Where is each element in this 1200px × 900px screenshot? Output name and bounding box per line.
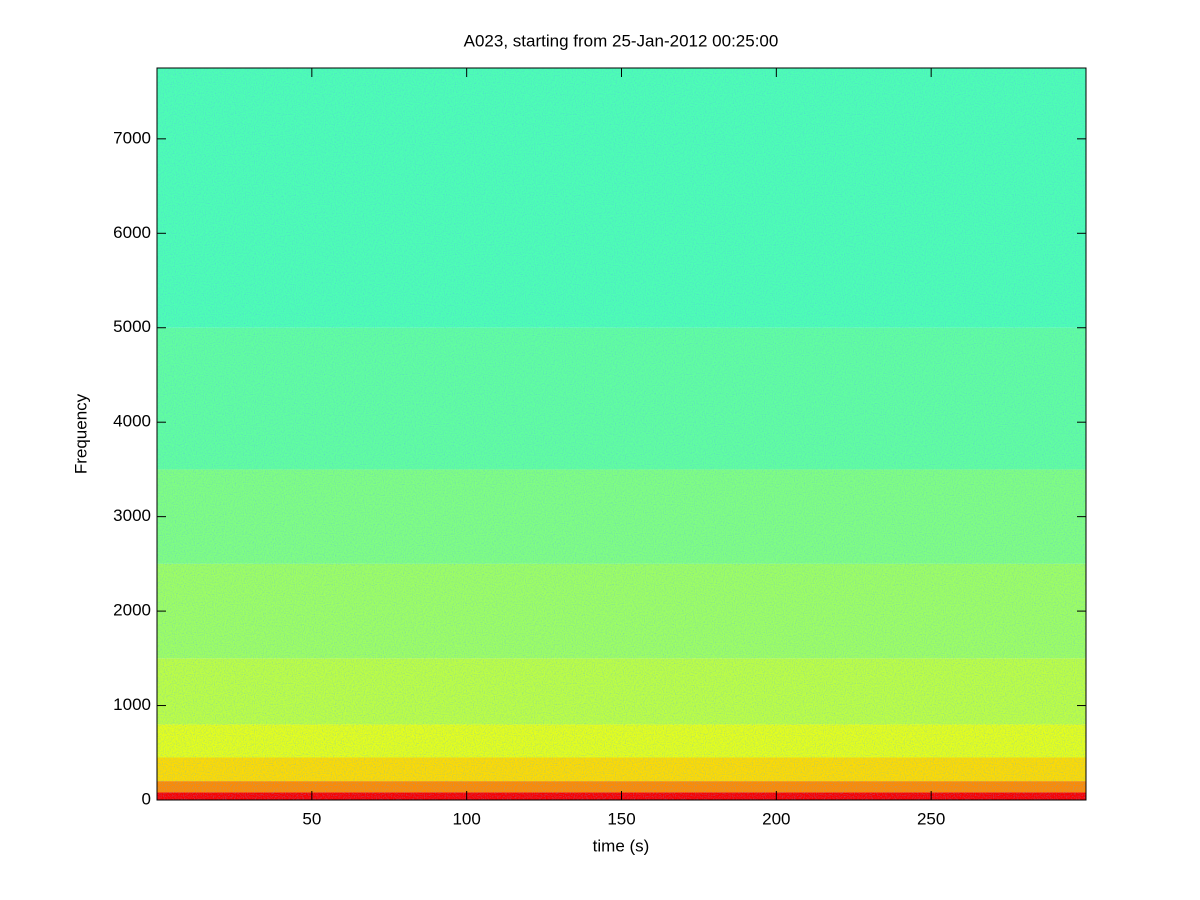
plot-area: [157, 68, 1086, 800]
chart-title: A023, starting from 25-Jan-2012 00:25:00: [464, 31, 779, 50]
noise-texture: [157, 68, 1086, 800]
x-axis-label: time (s): [593, 836, 650, 855]
y-tick-label: 6000: [113, 223, 151, 242]
y-tick-label: 0: [142, 789, 151, 808]
x-tick-label: 100: [452, 809, 480, 828]
x-tick-label: 50: [302, 809, 321, 828]
y-tick-label: 1000: [113, 695, 151, 714]
y-tick-label: 3000: [113, 506, 151, 525]
x-tick-label: 250: [917, 809, 945, 828]
y-axis-label: Frequency: [71, 393, 90, 474]
y-tick-label: 4000: [113, 412, 151, 431]
y-tick-label: 2000: [113, 601, 151, 620]
x-tick-label: 200: [762, 809, 790, 828]
x-tick-label: 150: [607, 809, 635, 828]
y-tick-label: 5000: [113, 317, 151, 336]
y-tick-label: 7000: [113, 128, 151, 147]
